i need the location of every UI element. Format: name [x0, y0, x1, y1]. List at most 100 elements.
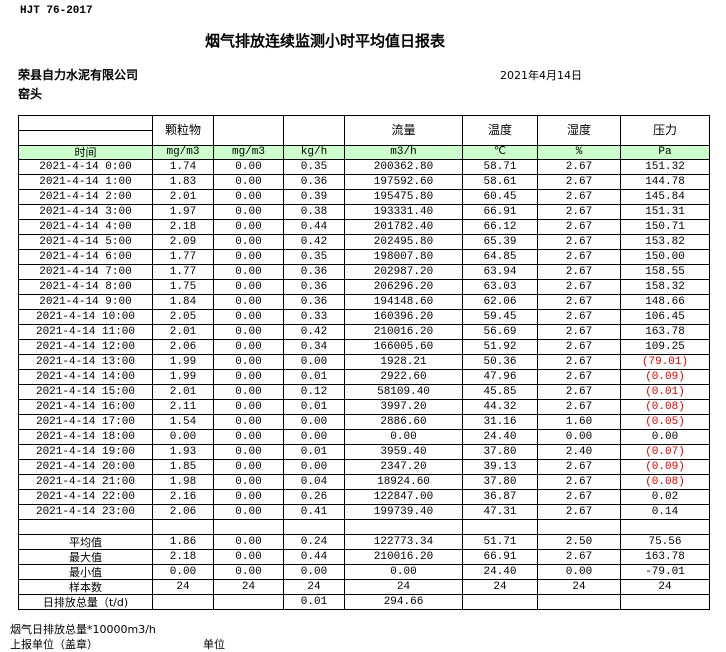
- data-cell: 0.00: [213, 384, 284, 400]
- data-cell: 122847.00: [344, 489, 463, 505]
- row-label-cell: 平均值: [18, 534, 153, 550]
- data-cell: 2.67: [537, 459, 621, 475]
- data-cell: 1.77: [152, 264, 214, 280]
- data-cell: 145.84: [620, 189, 710, 205]
- data-cell: 37.80: [462, 474, 538, 490]
- data-cell: 66.91: [462, 549, 538, 565]
- data-cell: 210016.20: [344, 324, 463, 340]
- data-cell: 201782.40: [344, 219, 463, 235]
- data-cell: 1.83: [152, 174, 214, 190]
- row-label-cell: 2021-4-14 6:00: [18, 249, 153, 265]
- data-cell: 294.66: [344, 594, 463, 610]
- data-cell: 0.00: [213, 264, 284, 280]
- data-cell: 1.60: [537, 414, 621, 430]
- data-cell: 194148.60: [344, 294, 463, 310]
- data-cell: 2.01: [152, 189, 214, 205]
- row-label-cell: 日排放总量（t/d): [18, 594, 153, 610]
- data-cell: 163.78: [620, 324, 710, 340]
- data-cell: 0.00: [213, 549, 284, 565]
- data-cell: 1.85: [152, 459, 214, 475]
- data-cell: 0.00: [213, 204, 284, 220]
- data-cell: 0.00: [213, 399, 284, 415]
- data-cell: 0.42: [283, 324, 345, 340]
- table-row: 2021-4-14 3:00 1.97 0.00 0.38 193331.40 66.91…: [18, 204, 710, 220]
- unit-humidity: %: [537, 145, 621, 160]
- row-label-cell: [18, 519, 153, 535]
- data-cell: 0.00: [620, 429, 710, 445]
- unit-col-3: kg/h: [283, 145, 345, 160]
- unit-temperature: ℃: [462, 145, 538, 160]
- data-cell: 0.00: [283, 459, 345, 475]
- data-cell: 58.71: [462, 159, 538, 175]
- data-cell: 0.00: [283, 414, 345, 430]
- data-cell: 2.11: [152, 399, 214, 415]
- table-row: 2021-4-14 21:00 1.98 0.00 0.04 18924.60 37.80…: [18, 474, 710, 490]
- row-label-cell: 样本数: [18, 579, 153, 595]
- row-label-cell: 2021-4-14 8:00: [18, 279, 153, 295]
- data-cell: 2.50: [537, 534, 621, 550]
- data-cell: 0.00: [213, 309, 284, 325]
- data-cell: 3959.40: [344, 444, 463, 460]
- data-cell: 2.06: [152, 504, 214, 520]
- data-cell: 24: [152, 579, 214, 595]
- data-cell: 62.06: [462, 294, 538, 310]
- data-cell: (0.07): [620, 444, 710, 460]
- data-cell: 2.67: [537, 474, 621, 490]
- header-flow: 流量: [344, 115, 463, 146]
- data-cell: 0.26: [283, 489, 345, 505]
- data-cell: 44.32: [462, 399, 538, 415]
- table-row: 2021-4-14 15:00 2.01 0.00 0.12 58109.40 45.85…: [18, 384, 710, 400]
- data-cell: 1928.21: [344, 354, 463, 370]
- data-cell: 106.45: [620, 309, 710, 325]
- data-cell: 199739.40: [344, 504, 463, 520]
- unit-particulate: mg/m3: [152, 145, 214, 160]
- header-cell-blank-2: [18, 130, 153, 146]
- row-label-cell: 2021-4-14 20:00: [18, 459, 153, 475]
- data-cell: 150.71: [620, 219, 710, 235]
- data-cell: 2.67: [537, 324, 621, 340]
- data-cell: (0.08): [620, 399, 710, 415]
- data-cell: 36.87: [462, 489, 538, 505]
- data-cell: 0.00: [213, 474, 284, 490]
- data-cell: [462, 519, 538, 535]
- data-cell: 0.00: [283, 564, 345, 580]
- data-cell: 0.39: [283, 189, 345, 205]
- data-cell: 24.40: [462, 429, 538, 445]
- data-cell: 0.42: [283, 234, 345, 250]
- table-row: 2021-4-14 13:00 1.99 0.00 0.00 1928.21 50.36 2…: [18, 354, 710, 370]
- data-cell: 24: [213, 579, 284, 595]
- data-cell: 0.00: [213, 159, 284, 175]
- data-cell: 56.69: [462, 324, 538, 340]
- data-cell: 0.00: [344, 564, 463, 580]
- data-cell: 31.16: [462, 414, 538, 430]
- data-cell: 1.74: [152, 159, 214, 175]
- data-cell: 0.00: [152, 429, 214, 445]
- data-cell: 0.00: [213, 324, 284, 340]
- data-cell: 109.25: [620, 339, 710, 355]
- data-cell: 0.36: [283, 264, 345, 280]
- data-cell: 166005.60: [344, 339, 463, 355]
- summary-row: 样本数 24 24 24 24 24 24 24: [18, 579, 710, 595]
- data-cell: 0.00: [537, 564, 621, 580]
- data-cell: 2.67: [537, 279, 621, 295]
- row-label-cell: 2021-4-14 15:00: [18, 384, 153, 400]
- data-cell: 58109.40: [344, 384, 463, 400]
- data-cell: 2.16: [152, 489, 214, 505]
- data-cell: [213, 519, 284, 535]
- data-cell: 51.92: [462, 339, 538, 355]
- table-row: 2021-4-14 9:00 1.84 0.00 0.36 194148.60 62.06…: [18, 294, 710, 310]
- data-cell: 1.93: [152, 444, 214, 460]
- data-cell: 2.67: [537, 234, 621, 250]
- data-cell: 50.36: [462, 354, 538, 370]
- data-cell: 0.00: [213, 174, 284, 190]
- data-cell: 0.00: [213, 564, 284, 580]
- row-label-cell: 2021-4-14 13:00: [18, 354, 153, 370]
- data-cell: 2.67: [537, 219, 621, 235]
- data-cell: 2.67: [537, 159, 621, 175]
- table-row: 2021-4-14 18:00 0.00 0.00 0.00 0.00 24.40 0.00…: [18, 429, 710, 445]
- table-row: 2021-4-14 22:00 2.16 0.00 0.26 122847.00 36.8…: [18, 489, 710, 505]
- data-cell: 0.01: [283, 444, 345, 460]
- data-cell: [537, 594, 621, 610]
- data-cell: 2.18: [152, 219, 214, 235]
- data-cell: (0.09): [620, 369, 710, 385]
